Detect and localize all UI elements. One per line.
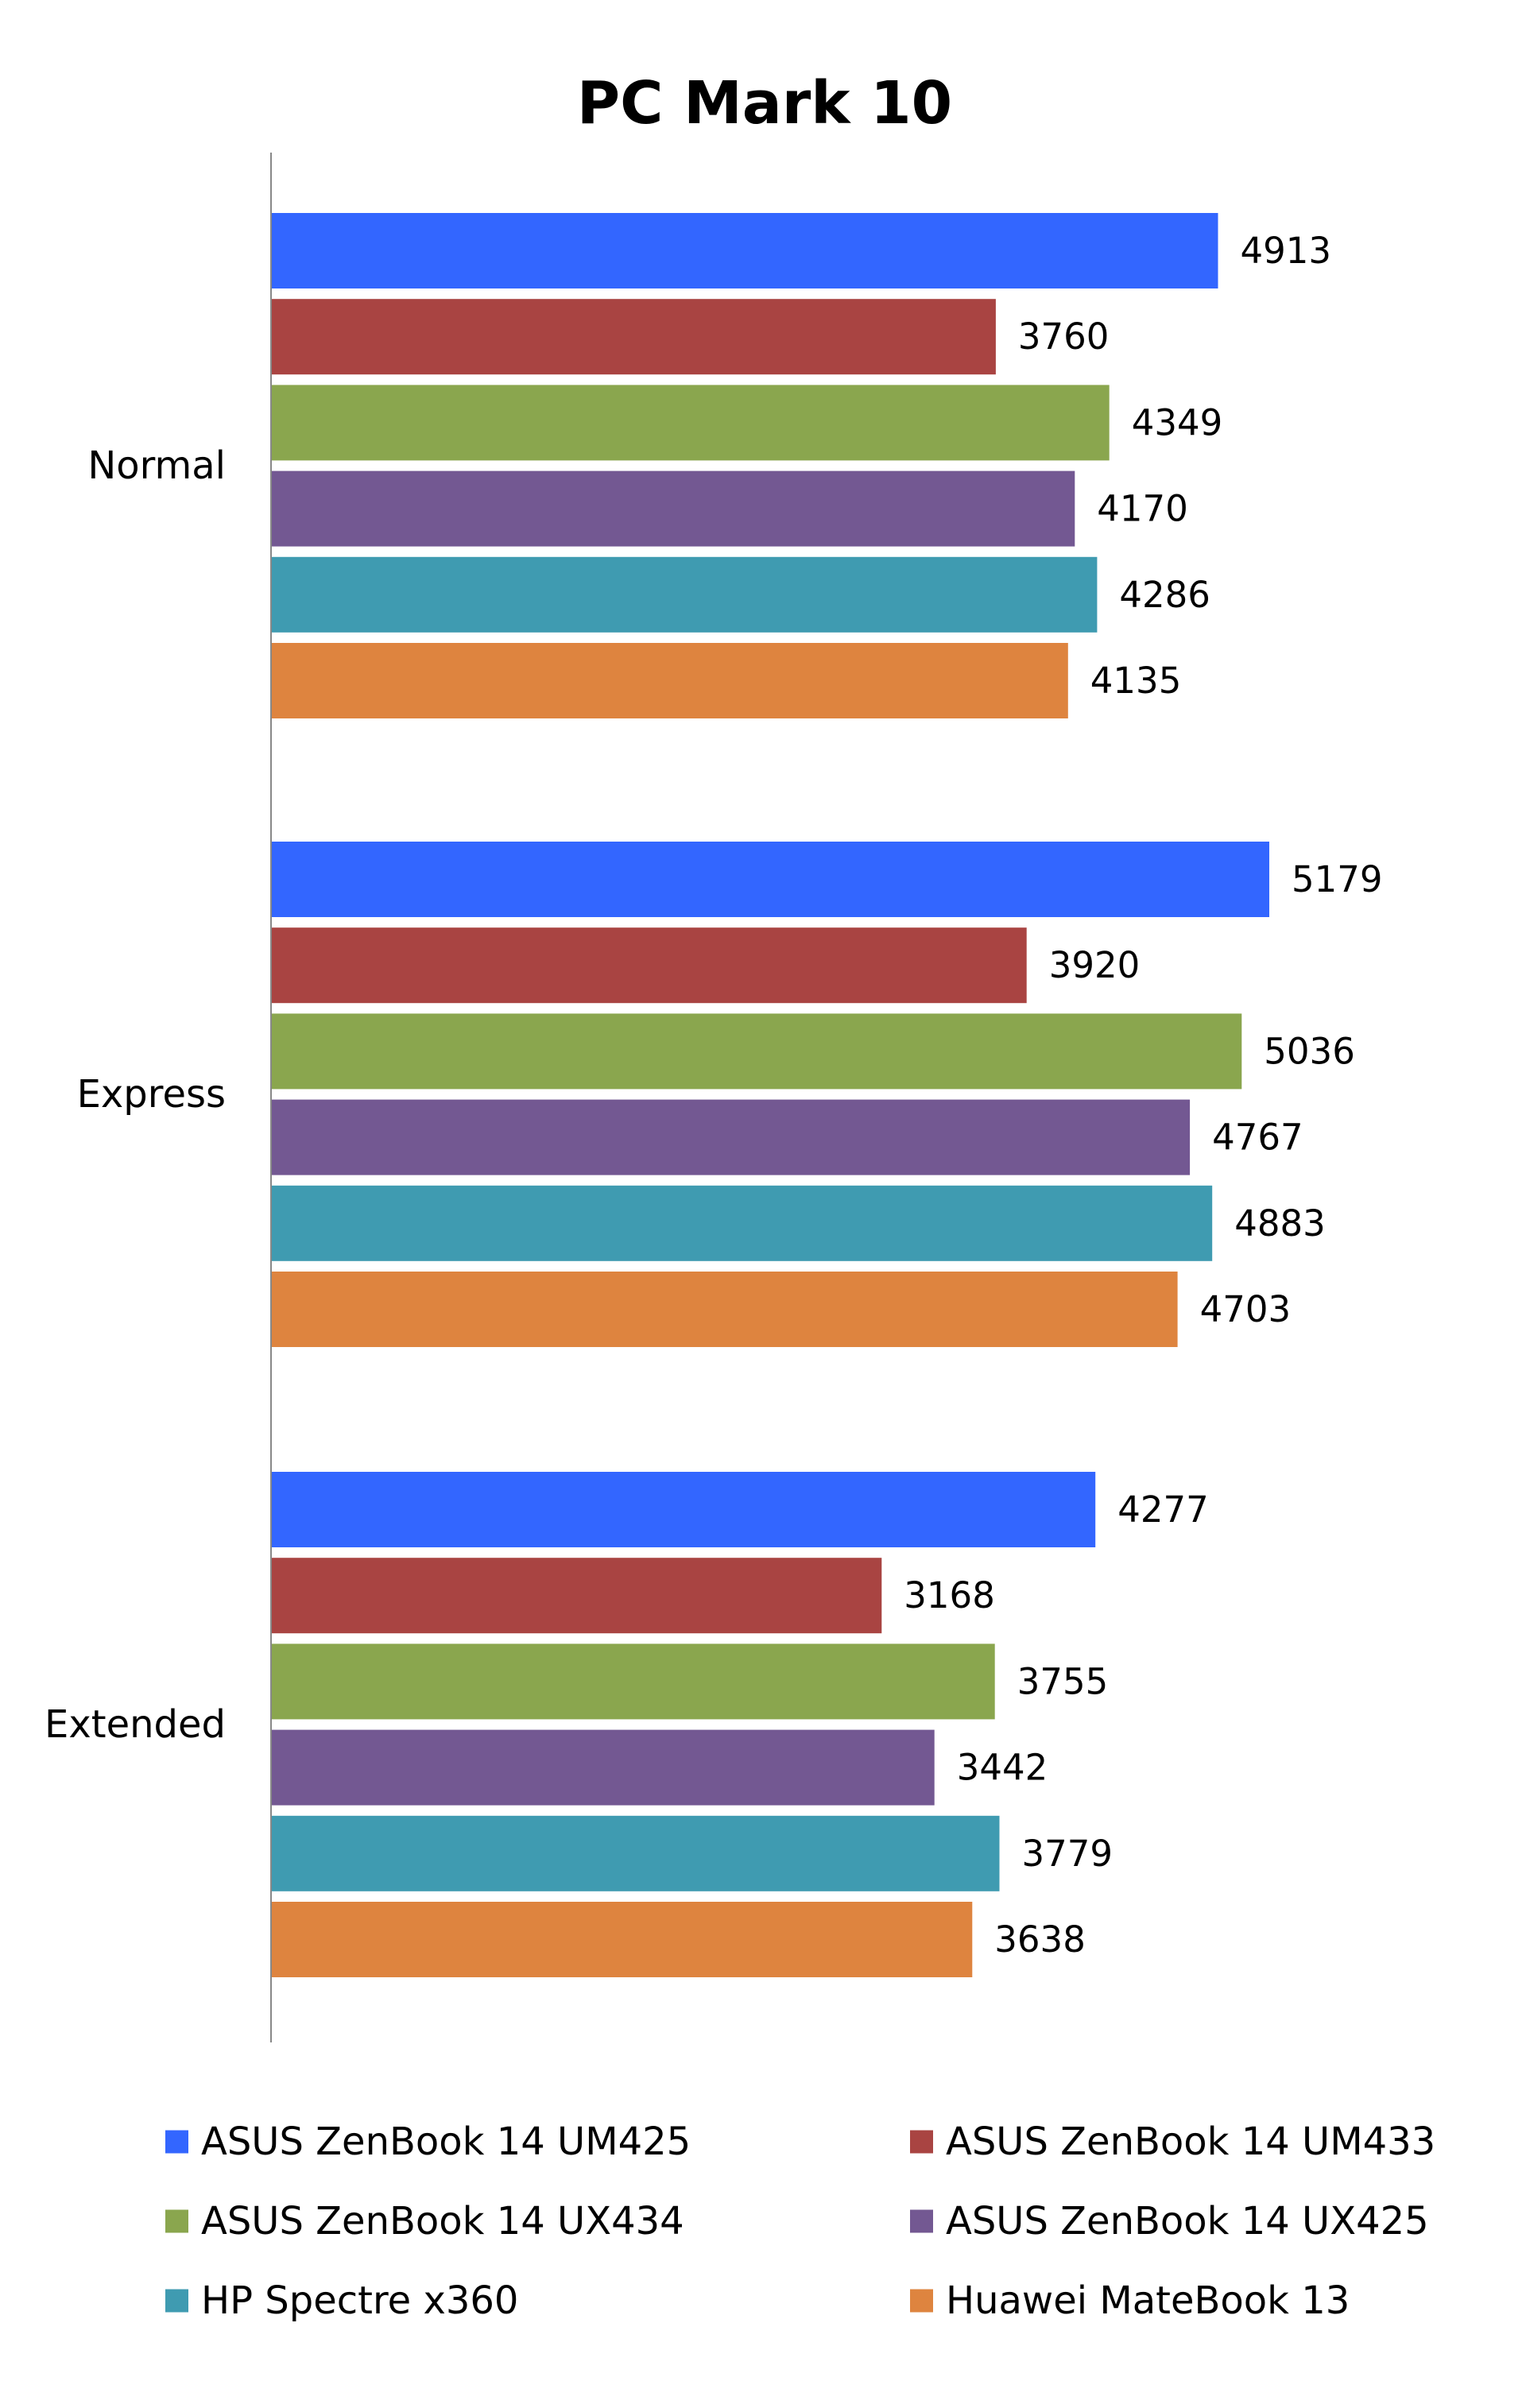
- legend-item-1: ASUS ZenBook 14 UM425: [165, 2120, 691, 2164]
- bar-normal-3: [271, 385, 1110, 461]
- legend-swatch-5: [165, 2289, 188, 2313]
- bar-normal-5: [271, 556, 1098, 633]
- legend-item-4: ASUS ZenBook 14 UX425: [910, 2199, 1429, 2243]
- legend-label-3: ASUS ZenBook 14 UX434: [201, 2199, 684, 2243]
- bar-extended-5: [271, 1815, 1000, 1891]
- legend-item-5: HP Spectre x360: [165, 2278, 518, 2323]
- value-label-extended-3: 3755: [1017, 1660, 1109, 1702]
- legend-label-5: HP Spectre x360: [201, 2278, 518, 2323]
- value-label-normal-5: 4286: [1119, 574, 1210, 616]
- legend-swatch-4: [910, 2209, 933, 2233]
- value-label-express-2: 3920: [1049, 944, 1141, 986]
- value-label-normal-4: 4170: [1097, 488, 1188, 530]
- bar-express-5: [271, 1185, 1213, 1261]
- bar-normal-1: [271, 213, 1218, 288]
- legend-label-4: ASUS ZenBook 14 UX425: [946, 2199, 1429, 2243]
- value-label-express-1: 5179: [1292, 858, 1383, 900]
- value-label-express-3: 5036: [1264, 1030, 1355, 1072]
- legend-swatch-2: [910, 2130, 933, 2154]
- category-labels: Normal Express Extended: [45, 443, 226, 1747]
- bar-extended-3: [271, 1643, 995, 1720]
- legend-swatch-3: [165, 2209, 188, 2233]
- legend-item-2: ASUS ZenBook 14 UM433: [910, 2120, 1435, 2164]
- chart-title: PC Mark 10: [577, 69, 952, 137]
- value-label-normal-1: 4913: [1241, 230, 1332, 272]
- category-label-extended: Extended: [45, 1702, 226, 1747]
- bar-extended-1: [271, 1472, 1096, 1547]
- value-label-normal-6: 4135: [1090, 660, 1182, 702]
- value-label-normal-2: 3760: [1018, 316, 1110, 358]
- legend-item-6: Huawei MateBook 13: [910, 2278, 1350, 2323]
- value-label-express-4: 4767: [1212, 1117, 1303, 1159]
- bar-extended-4: [271, 1729, 935, 1806]
- value-label-extended-5: 3779: [1022, 1833, 1114, 1875]
- category-label-express: Express: [77, 1072, 226, 1117]
- bar-normal-6: [271, 643, 1068, 718]
- bar-express-6: [271, 1272, 1178, 1347]
- value-label-extended-1: 4277: [1117, 1489, 1209, 1531]
- legend: ASUS ZenBook 14 UM425 ASUS ZenBook 14 UM4…: [165, 2120, 1435, 2323]
- bar-express-1: [271, 842, 1269, 917]
- value-label-normal-3: 4349: [1132, 401, 1223, 443]
- value-labels: 4913 3760 4349 4170 4286 4135 5179 3920 5036 4767…: [904, 230, 1382, 1961]
- value-label-extended-6: 3638: [994, 1918, 1086, 1961]
- bar-express-3: [271, 1013, 1242, 1090]
- bar-extended-2: [271, 1558, 882, 1634]
- legend-label-6: Huawei MateBook 13: [946, 2278, 1350, 2323]
- bar-express-4: [271, 1099, 1191, 1175]
- category-label-normal: Normal: [87, 443, 226, 488]
- bar-express-2: [271, 927, 1027, 1004]
- bars: [271, 213, 1269, 1977]
- value-label-extended-4: 3442: [957, 1747, 1048, 1789]
- legend-label-2: ASUS ZenBook 14 UM433: [946, 2120, 1435, 2164]
- legend-swatch-6: [910, 2289, 933, 2313]
- value-label-extended-2: 3168: [904, 1574, 995, 1616]
- bar-extended-6: [271, 1902, 973, 1977]
- legend-swatch-1: [165, 2130, 188, 2154]
- legend-item-3: ASUS ZenBook 14 UX434: [165, 2199, 684, 2243]
- value-label-express-5: 4883: [1234, 1202, 1326, 1245]
- legend-label-1: ASUS ZenBook 14 UM425: [201, 2120, 691, 2164]
- bar-normal-2: [271, 299, 996, 375]
- bar-normal-4: [271, 470, 1075, 547]
- value-label-express-6: 4703: [1200, 1288, 1292, 1330]
